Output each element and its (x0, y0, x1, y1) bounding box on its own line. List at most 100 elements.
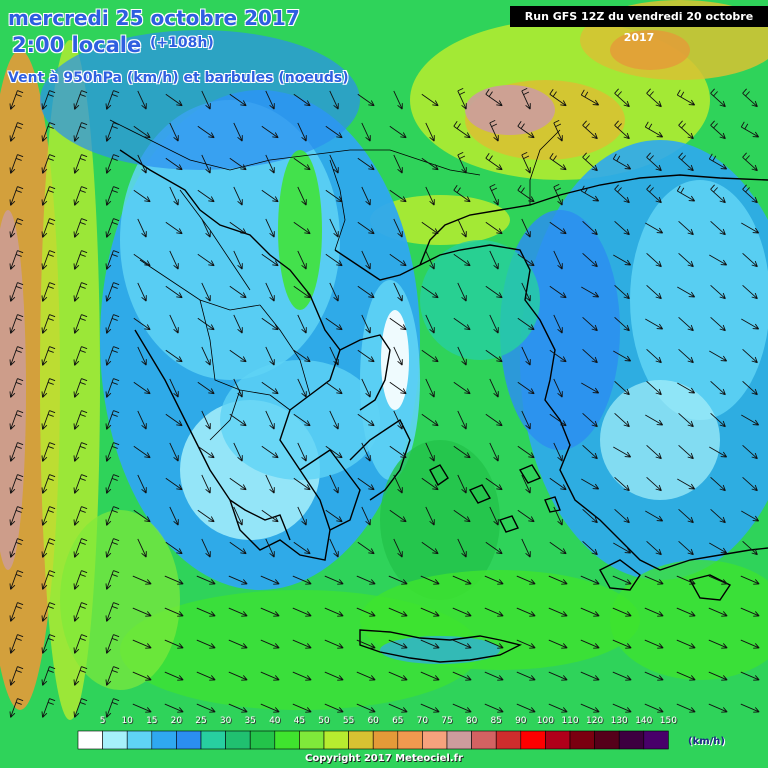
wind-barb (741, 414, 760, 426)
wind-barb (393, 346, 403, 366)
wind-barb (297, 442, 307, 462)
wind-barb-feather (517, 185, 525, 193)
wind-barb (741, 318, 760, 330)
legend-threshold: 35 (244, 716, 256, 726)
wind-barb (676, 639, 696, 649)
wind-barb-feather (111, 186, 120, 193)
wind-barb (137, 538, 147, 558)
wind-barb (324, 639, 344, 649)
wind-barb (229, 285, 247, 299)
wind-barb (517, 509, 535, 523)
wind-barb-feather (521, 87, 530, 96)
wind-barb (165, 93, 183, 107)
wind-barb-feather (111, 250, 120, 257)
wind-barb (457, 538, 467, 558)
legend-unit: (km/h) (688, 736, 725, 747)
wind-barb (676, 575, 696, 585)
wind-speed-legend (77, 730, 669, 750)
wind-barb (708, 703, 728, 713)
wind-barb (453, 189, 471, 203)
wind-barb (521, 474, 531, 494)
wind-barb (329, 538, 339, 558)
wind-barb (614, 380, 630, 396)
wind-barb-feather (457, 151, 466, 160)
wind-barb (489, 122, 499, 142)
legend-swatch (151, 730, 177, 750)
wind-barb (197, 253, 215, 267)
wind-barb-feather (678, 152, 686, 161)
wind-barb-feather (15, 410, 24, 417)
wind-barb (9, 570, 18, 590)
wind-barb (389, 125, 407, 139)
wind-barb (393, 474, 403, 494)
legend-swatch (594, 730, 620, 750)
wind-barb (516, 639, 536, 649)
wind-barb (73, 698, 82, 718)
wind-barb (9, 442, 18, 462)
wind-barb (297, 122, 307, 142)
wind-barb (105, 506, 114, 526)
wind-barb (196, 671, 216, 681)
wind-barb (485, 221, 503, 235)
legend-threshold: 25 (195, 716, 207, 726)
wind-barb (453, 253, 471, 267)
wind-barb (548, 639, 568, 649)
legend-swatch (225, 730, 251, 750)
wind-barbs (9, 87, 760, 718)
wind-barb (133, 381, 151, 395)
wind-barb (164, 639, 184, 649)
wind-barb (614, 476, 630, 492)
wind-barb (132, 575, 152, 585)
wind-barb (453, 509, 471, 523)
wind-barb (489, 506, 499, 526)
wind-barb (9, 250, 18, 270)
wind-barb (740, 639, 760, 649)
wind-barb (612, 703, 632, 713)
wind-barb (421, 285, 439, 299)
wind-barb (742, 156, 758, 172)
wind-barb (260, 639, 280, 649)
wind-barb-feather (79, 314, 88, 321)
wind-barb (137, 154, 147, 174)
wind-barb (708, 575, 728, 585)
wind-barb (41, 90, 50, 110)
wind-barb (549, 285, 567, 299)
wind-barb-feather (111, 154, 120, 161)
wind-barb (548, 703, 568, 713)
wind-barb (228, 575, 248, 585)
legend-threshold: 85 (490, 716, 502, 726)
wind-barb (645, 510, 664, 522)
wind-barb (580, 703, 600, 713)
wind-barb (614, 316, 630, 332)
legend-threshold: 10 (121, 716, 133, 726)
wind-barb (393, 154, 403, 174)
wind-barb (710, 412, 726, 428)
wind-barb (73, 602, 82, 622)
wind-barb (388, 703, 408, 713)
wind-barb-feather (79, 474, 88, 481)
wind-barb-feather (15, 122, 24, 129)
wind-barb (646, 252, 662, 268)
wind-barb (329, 410, 339, 430)
wind-barb (489, 442, 499, 462)
wind-barb-feather (111, 506, 120, 513)
legend-threshold: 130 (610, 716, 628, 726)
wind-barb (132, 671, 152, 681)
wind-barb (9, 474, 18, 494)
wind-barb (361, 314, 371, 334)
wind-barb (452, 703, 472, 713)
wind-barb-feather (614, 184, 622, 193)
wind-barb (580, 607, 600, 617)
wind-barb (485, 541, 503, 555)
wind-barb (165, 285, 183, 299)
wind-barb (485, 285, 503, 299)
wind-barb-feather (111, 602, 120, 609)
wind-barb (229, 93, 247, 107)
wind-barb (293, 477, 311, 491)
legend-threshold: 120 (586, 716, 604, 726)
wind-barb (645, 126, 664, 138)
wind-barb (644, 703, 664, 713)
wind-barb (485, 157, 503, 171)
